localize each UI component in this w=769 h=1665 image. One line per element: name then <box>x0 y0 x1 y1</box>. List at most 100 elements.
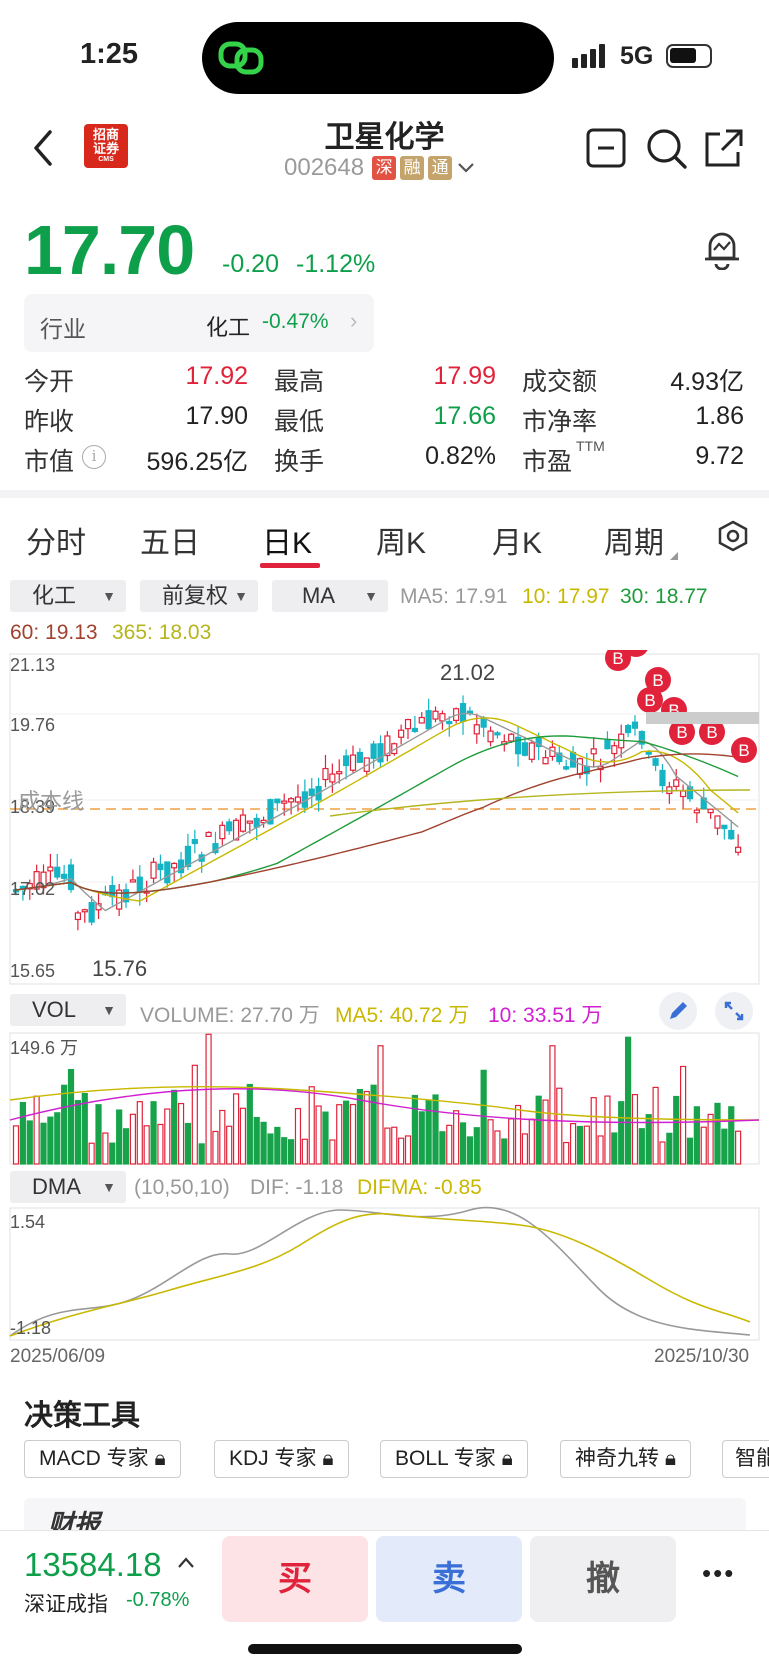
tab-intraday[interactable]: 分时 <box>26 527 86 560</box>
candle-body <box>693 809 700 814</box>
candle-body <box>611 745 618 755</box>
index-value[interactable]: 13584.18 <box>24 1546 162 1583</box>
candle-body <box>673 779 680 787</box>
tab-five-day[interactable]: 五日 <box>140 527 200 560</box>
period-corner-icon <box>670 552 678 560</box>
volume-ma10-legend: 10: 33.51 万 <box>488 1004 603 1027</box>
info-icon[interactable]: i <box>82 445 106 469</box>
tool-smart[interactable]: 智能 <box>722 1440 769 1478</box>
volume-bar <box>728 1106 735 1165</box>
back-icon[interactable] <box>30 128 56 168</box>
industry-box[interactable]: 行业 化工 -0.47% › <box>24 294 374 352</box>
volume-bar <box>563 1141 570 1165</box>
industry-label: 行业 <box>40 316 86 342</box>
edit-button[interactable] <box>659 992 697 1030</box>
volume-bar <box>528 1118 535 1165</box>
stat-label: 市净率 <box>522 408 598 436</box>
expand-button[interactable] <box>715 992 753 1030</box>
candle-body <box>659 769 666 787</box>
settings-hex-icon[interactable] <box>718 520 748 552</box>
tab-monthly-k[interactable]: 月K <box>492 527 543 560</box>
volume-bar <box>343 1100 350 1165</box>
candle-body <box>349 754 357 771</box>
volume-bar <box>700 1126 707 1165</box>
volume-legend: VOLUME: 27.70 万 <box>140 1004 320 1027</box>
sell-button[interactable]: 卖 <box>376 1536 522 1622</box>
signal-icon <box>572 44 605 68</box>
candle-body <box>652 758 659 766</box>
volume-bar <box>542 1099 549 1165</box>
index-selector-label: 化工 <box>32 583 77 608</box>
volume-bar <box>597 1135 604 1165</box>
volume-bar <box>439 1131 446 1165</box>
candle-body <box>171 862 178 869</box>
volume-bar <box>666 1132 673 1165</box>
candle-body <box>40 871 47 889</box>
tool-kdj[interactable]: KDJ 专家 🔒︎ <box>214 1440 349 1478</box>
buy-button[interactable]: 买 <box>222 1536 368 1622</box>
share-icon[interactable] <box>704 128 744 168</box>
volume-bar <box>274 1126 281 1165</box>
volume-selector[interactable]: VOL ▼ <box>10 994 126 1026</box>
indicator-selector[interactable]: MA ▼ <box>272 580 388 612</box>
candle-body <box>164 861 171 884</box>
candle-body <box>356 751 363 763</box>
volume-bar <box>693 1106 700 1165</box>
candle-body <box>157 863 164 871</box>
candle-body <box>432 710 439 720</box>
tool-nine-turn[interactable]: 神奇九转 🔒︎ <box>560 1440 692 1478</box>
stat-value: 17.66 <box>433 402 496 430</box>
candle-body <box>67 864 75 891</box>
tool-macd[interactable]: MACD 专家 🔒︎ <box>24 1440 181 1478</box>
alert-bell-icon[interactable] <box>702 228 742 270</box>
buy-marker <box>669 719 695 745</box>
difma-line <box>9 1212 751 1337</box>
candle-body <box>404 718 412 730</box>
tab-weekly-k[interactable]: 周K <box>376 527 427 560</box>
tool-boll[interactable]: BOLL 专家 🔒︎ <box>380 1440 528 1478</box>
volume-bar <box>686 1137 694 1165</box>
more-icon[interactable]: ••• <box>702 1558 736 1588</box>
report-banner[interactable]: 财报 <box>24 1498 746 1532</box>
pencil-icon <box>670 1002 687 1019</box>
tab-daily-k[interactable]: 日K <box>262 527 313 560</box>
volume-bar <box>61 1084 68 1165</box>
stat-label: 最高 <box>274 368 325 396</box>
stat-label: 成交额 <box>522 368 598 396</box>
volume-bar <box>398 1137 405 1165</box>
candle-body <box>336 771 343 775</box>
candle-body <box>47 866 54 872</box>
candle-body <box>425 710 432 730</box>
candle-body <box>487 730 494 743</box>
y-low-label: 17.02 <box>10 879 56 899</box>
index-selector[interactable]: 化工 ▼ <box>10 580 126 612</box>
tab-period[interactable]: 周期 <box>604 527 664 560</box>
buy-marker-label: B <box>738 741 749 760</box>
volume-bar <box>191 1064 198 1165</box>
minus-box-icon[interactable] <box>586 128 626 168</box>
link-icon <box>218 41 264 75</box>
buy-marker-label: B <box>676 723 687 742</box>
search-icon[interactable] <box>646 128 688 170</box>
candle-body <box>384 735 391 757</box>
stat-value: 17.92 <box>185 362 248 390</box>
stock-code-row[interactable]: 002648 深 融 通 <box>284 154 476 182</box>
volume-bar <box>508 1118 515 1165</box>
buy-marker <box>699 719 725 745</box>
volume-bar <box>150 1101 157 1165</box>
volume-bar <box>487 1119 494 1165</box>
volume-bar <box>102 1132 109 1165</box>
candle-body <box>54 866 61 878</box>
adjust-selector[interactable]: 前复权 ▼ <box>140 580 258 612</box>
cancel-button[interactable]: 撤 <box>530 1536 676 1622</box>
ma-line <box>15 712 739 912</box>
volume-bar <box>721 1128 728 1165</box>
kline-chart[interactable]: BBBBBBBB <box>0 650 769 1370</box>
price-change: -0.20 <box>222 250 279 278</box>
stat-value: 17.99 <box>433 362 496 390</box>
dma-selector[interactable]: DMA ▼ <box>10 1171 126 1203</box>
candle-body <box>576 758 584 775</box>
volume-bar <box>164 1108 171 1165</box>
volume-bar <box>184 1122 192 1165</box>
chevron-up-icon[interactable] <box>176 1554 196 1570</box>
